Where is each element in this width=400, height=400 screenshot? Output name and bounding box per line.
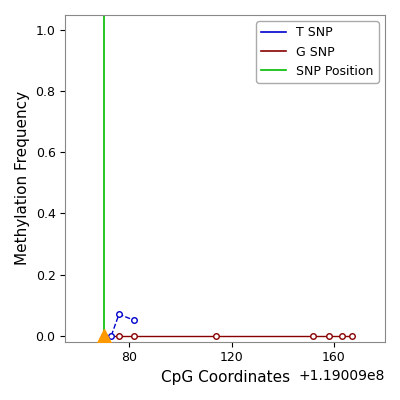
Legend: T SNP, G SNP, SNP Position: T SNP, G SNP, SNP Position bbox=[256, 21, 379, 83]
Y-axis label: Methylation Frequency: Methylation Frequency bbox=[15, 91, 30, 266]
X-axis label: CpG Coordinates: CpG Coordinates bbox=[160, 370, 290, 385]
